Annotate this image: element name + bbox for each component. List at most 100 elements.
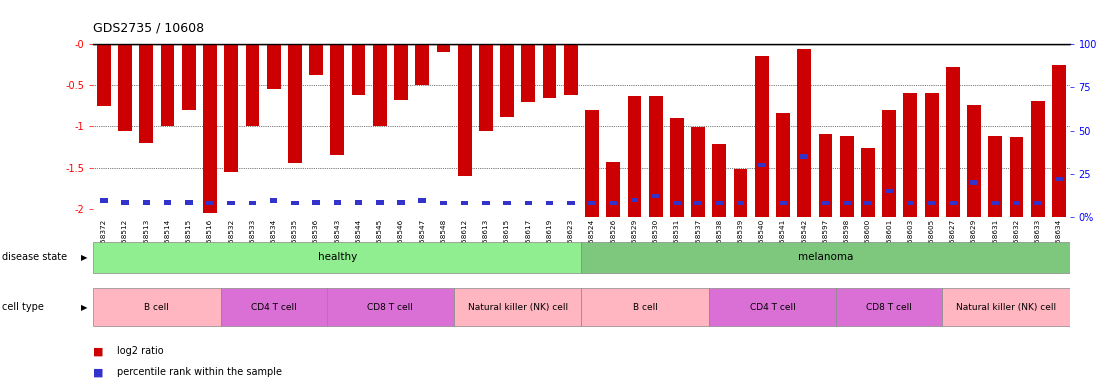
Bar [224, 44, 238, 172]
Bar [734, 169, 747, 217]
Bar [500, 44, 514, 117]
Bar [313, 200, 320, 205]
Bar [670, 118, 683, 217]
Bar [122, 200, 128, 205]
Bar [289, 44, 302, 164]
Bar [203, 44, 217, 213]
Bar [674, 201, 681, 205]
Bar [755, 56, 769, 217]
Bar [291, 200, 298, 205]
Bar [227, 200, 235, 205]
Bar [882, 110, 896, 217]
Text: GDS2735 / 10608: GDS2735 / 10608 [93, 22, 204, 35]
Bar [949, 201, 957, 205]
Bar [479, 44, 493, 131]
Text: Natural killer (NK) cell: Natural killer (NK) cell [467, 303, 568, 312]
Bar [842, 201, 850, 205]
Bar [1009, 137, 1024, 217]
Bar [709, 288, 836, 326]
Bar [564, 44, 578, 95]
Bar [333, 200, 341, 205]
Bar [143, 200, 150, 205]
Text: ▶: ▶ [81, 303, 88, 312]
Bar [715, 201, 723, 205]
Bar [330, 44, 344, 155]
Bar [521, 44, 535, 102]
Bar [777, 113, 790, 217]
Bar [581, 288, 709, 326]
Bar [694, 201, 702, 205]
Bar [267, 44, 281, 89]
Bar [992, 201, 999, 205]
Bar [160, 44, 174, 126]
Text: Natural killer (NK) cell: Natural killer (NK) cell [955, 303, 1056, 312]
Bar [1013, 201, 1020, 205]
Bar [1034, 201, 1041, 205]
Bar [546, 200, 553, 205]
Text: disease state: disease state [2, 252, 67, 262]
Bar [798, 49, 811, 217]
Bar [818, 134, 833, 217]
Bar [946, 67, 960, 217]
Bar [691, 127, 705, 217]
Text: CD4 T cell: CD4 T cell [251, 303, 296, 312]
Bar [712, 144, 726, 217]
Text: ■: ■ [93, 367, 104, 377]
Bar [631, 197, 638, 202]
Bar [440, 200, 448, 205]
Bar [840, 136, 853, 217]
Text: CD8 T cell: CD8 T cell [367, 303, 414, 312]
Bar [394, 44, 408, 100]
Bar [988, 136, 1003, 217]
Bar [906, 201, 914, 205]
Bar [437, 44, 451, 52]
Bar [309, 44, 323, 75]
Bar [885, 189, 893, 193]
Bar [376, 200, 384, 205]
Bar [249, 200, 257, 205]
Bar [524, 200, 532, 205]
Bar [482, 200, 489, 205]
Bar [100, 198, 108, 203]
Bar [864, 201, 872, 205]
Text: B cell: B cell [145, 303, 169, 312]
Bar [118, 44, 132, 131]
Text: percentile rank within the sample: percentile rank within the sample [117, 367, 282, 377]
Bar [652, 194, 659, 199]
Bar [1031, 101, 1044, 217]
Bar [1055, 177, 1063, 181]
Bar [454, 288, 581, 326]
Bar [139, 44, 154, 143]
Bar [758, 163, 766, 167]
Bar [822, 201, 829, 205]
Text: B cell: B cell [633, 303, 657, 312]
Bar [1052, 65, 1066, 217]
Bar [970, 180, 977, 185]
Bar [607, 162, 620, 217]
Bar [354, 200, 362, 205]
Bar [182, 44, 195, 110]
Text: CD4 T cell: CD4 T cell [749, 303, 795, 312]
Bar [904, 93, 917, 217]
Bar [373, 44, 386, 126]
Bar [779, 201, 787, 205]
Bar [93, 288, 220, 326]
Bar [246, 44, 259, 126]
Bar [97, 44, 111, 106]
Bar [610, 201, 617, 205]
Bar [928, 201, 936, 205]
Text: CD8 T cell: CD8 T cell [867, 303, 912, 312]
Text: ■: ■ [93, 346, 104, 356]
Bar [352, 44, 365, 95]
Bar [327, 288, 454, 326]
Bar [270, 198, 278, 203]
Bar [397, 200, 405, 205]
Bar [581, 242, 1070, 273]
Bar [737, 201, 745, 205]
Bar [93, 242, 581, 273]
Text: ▶: ▶ [81, 253, 88, 262]
Bar [206, 200, 214, 205]
Bar [504, 200, 511, 205]
Bar [418, 198, 426, 203]
Text: log2 ratio: log2 ratio [117, 346, 165, 356]
